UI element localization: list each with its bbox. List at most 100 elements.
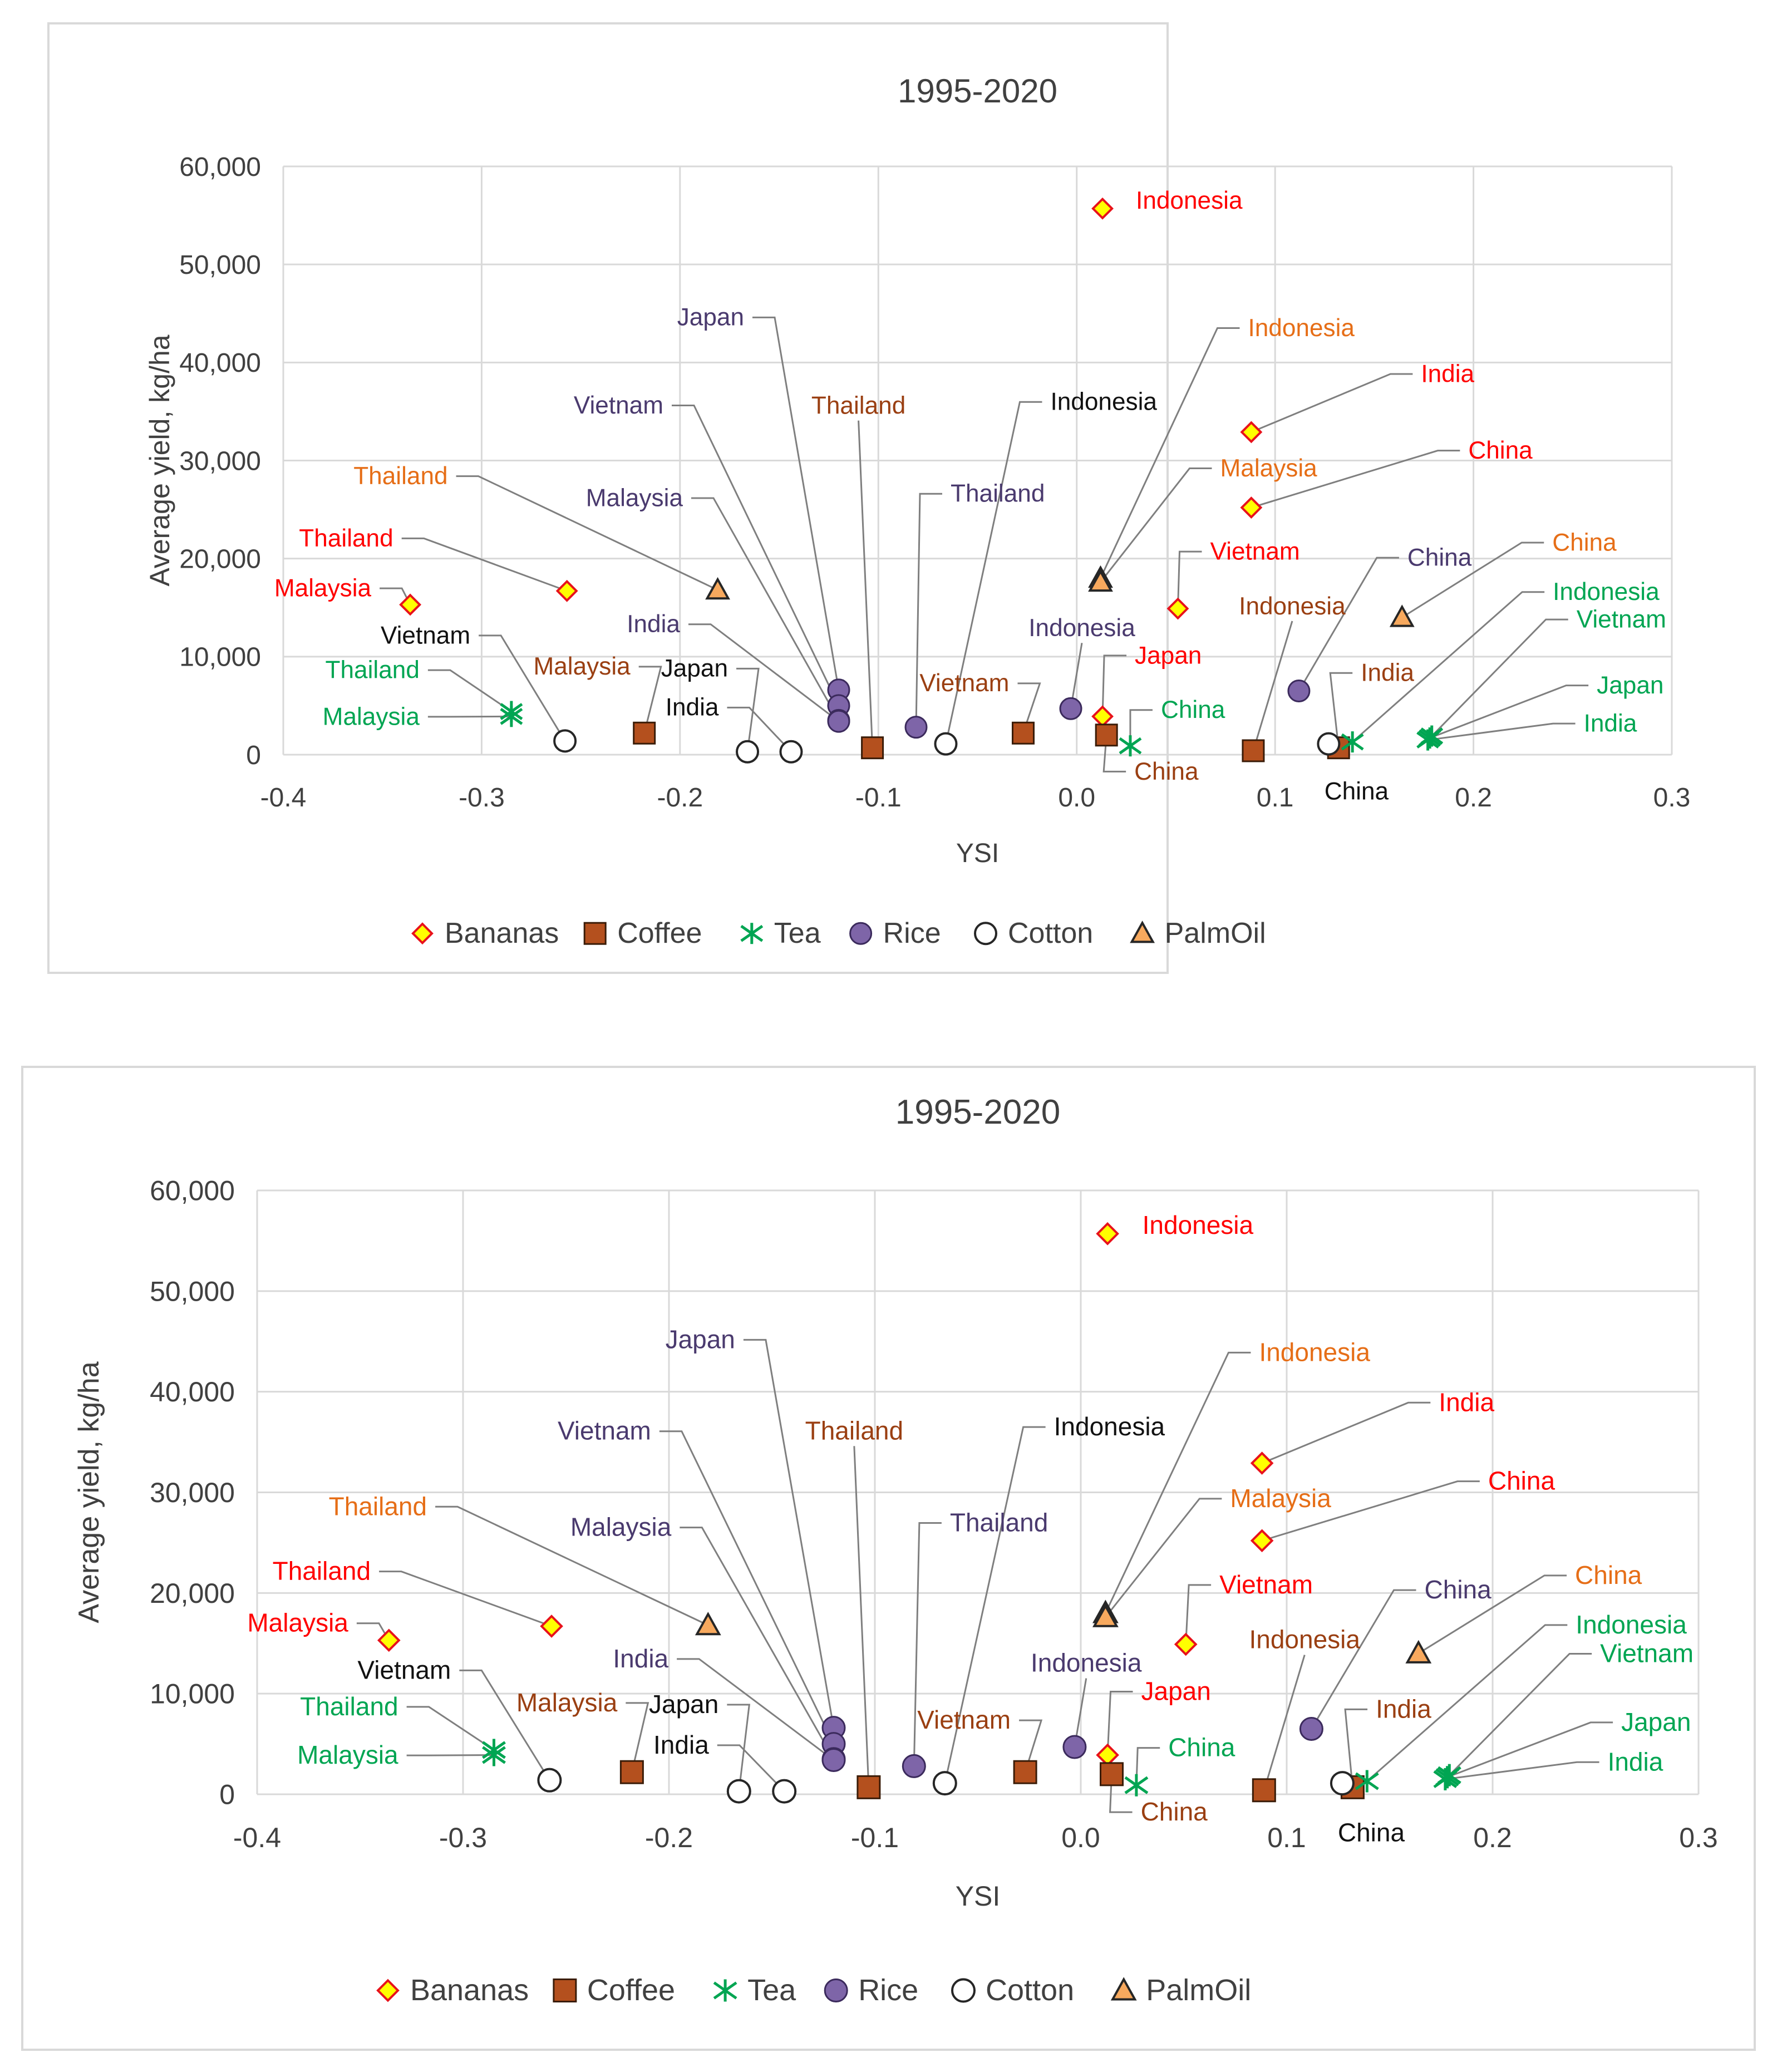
leader-line <box>1251 450 1460 509</box>
legend-label: PalmOil <box>1146 1973 1251 2007</box>
leader-line <box>853 1446 870 1788</box>
leader-line <box>913 1522 942 1766</box>
data-label: Indonesia <box>1249 1625 1360 1654</box>
data-label: Indonesia <box>1553 578 1660 606</box>
leader-line <box>1298 557 1399 692</box>
leader-lines <box>356 1338 1613 1813</box>
data-point-palmoil <box>1389 604 1415 627</box>
data-point-rice <box>827 710 850 733</box>
data-label: Vietnam <box>919 670 1009 697</box>
data-label: China <box>1168 1733 1235 1762</box>
legend-label: Tea <box>774 917 821 949</box>
data-point-cotton <box>537 1768 562 1793</box>
data-label: Japan <box>649 1690 718 1719</box>
data-point-bananas <box>399 593 422 616</box>
gridlines <box>256 1189 1700 1795</box>
data-label: India <box>627 611 680 638</box>
leader-line <box>1019 1719 1043 1773</box>
leader-line <box>1109 1774 1133 1813</box>
leader-line <box>672 405 840 706</box>
x-tick-label: -0.3 <box>439 1822 487 1853</box>
data-label: India <box>653 1730 709 1759</box>
leader-line <box>1445 1761 1599 1780</box>
chart-title: 1995-2020 <box>895 1093 1061 1131</box>
data-label: Thailand <box>805 1416 903 1445</box>
data-label: Indonesia <box>1143 1210 1254 1239</box>
legend-marker-rice <box>849 922 873 945</box>
data-point-coffee <box>1100 1762 1124 1786</box>
leader-line <box>1262 1401 1431 1464</box>
data-label: Indonesia <box>1239 593 1346 620</box>
leader-line <box>743 1338 835 1728</box>
data-label: Thailand <box>299 525 393 552</box>
data-point-rice <box>902 1754 926 1778</box>
data-point-tea <box>482 1744 506 1766</box>
data-label: Japan <box>1141 1677 1211 1706</box>
leader-line <box>1431 618 1568 737</box>
data-point-tea <box>500 706 523 727</box>
data-label: China <box>1141 1797 1208 1826</box>
data-label: Thailand <box>353 462 447 490</box>
data-point-bananas <box>377 1628 401 1652</box>
leader-line <box>459 1669 550 1781</box>
leader-line <box>1129 709 1153 746</box>
data-label: Malaysia <box>274 574 372 602</box>
data-label: Japan <box>1621 1707 1691 1736</box>
data-label: Malaysia <box>533 653 631 680</box>
data-label: Vietnam <box>1219 1570 1313 1599</box>
data-point-rice <box>1059 697 1082 720</box>
data-point-bananas <box>1096 1743 1119 1767</box>
data-point-rice <box>821 1748 846 1773</box>
data-label: Vietnam <box>917 1705 1011 1734</box>
leader-line <box>727 706 792 752</box>
leader-line <box>1106 1691 1133 1755</box>
x-axis-label: YSI <box>956 839 999 868</box>
legend-label: Bananas <box>410 1973 529 2007</box>
data-label: China <box>1407 544 1472 571</box>
data-label: Indonesia <box>1259 1337 1370 1366</box>
data-label: China <box>1134 758 1199 785</box>
x-tick-label: -0.2 <box>645 1822 693 1853</box>
leader-line <box>626 1702 649 1773</box>
x-tick-label: 0.1 <box>1267 1822 1306 1853</box>
leader-line <box>1449 1653 1592 1776</box>
data-point-bananas <box>1091 705 1114 728</box>
y-tick-label: 30,000 <box>179 446 261 476</box>
data-point-bananas <box>1240 421 1263 444</box>
data-point-tea <box>1433 1768 1458 1790</box>
data-label: Indonesia <box>1054 1412 1165 1441</box>
data-label: Vietnam <box>357 1655 451 1684</box>
leader-line <box>1100 327 1240 579</box>
leader-line <box>717 1744 785 1792</box>
x-tick-label: 0.0 <box>1061 1822 1100 1853</box>
legend-label: Tea <box>747 1973 796 2007</box>
leader-line <box>659 1430 835 1745</box>
legend-marker-rice <box>824 1979 848 2002</box>
leader-line <box>1102 735 1126 772</box>
data-label: Indonesia <box>1136 187 1243 214</box>
data-label: Malaysia <box>586 484 683 511</box>
data-point-rice <box>1299 1716 1323 1741</box>
data-label: Indonesia <box>1576 1610 1687 1639</box>
data-label: Vietnam <box>558 1416 651 1445</box>
x-tick-label: 0.2 <box>1455 783 1492 813</box>
data-point-cotton <box>736 740 760 764</box>
leader-line <box>1101 654 1127 717</box>
leader-line <box>1105 1351 1251 1614</box>
leader-line <box>915 493 943 727</box>
leader-line <box>1251 373 1413 433</box>
data-point-tea <box>1119 735 1142 757</box>
leader-line <box>638 666 662 734</box>
data-label: Japan <box>1135 642 1202 669</box>
data-label: Vietnam <box>381 622 470 649</box>
data-label: Thailand <box>326 656 420 683</box>
data-labels: Indonesia India China Vietnam Thailand Malays… <box>247 1210 1694 1847</box>
leader-line <box>1177 550 1202 609</box>
data-point-cotton <box>726 1779 751 1804</box>
leader-line <box>1105 1498 1222 1618</box>
leader-line <box>1366 1624 1568 1782</box>
legend-label: Rice <box>883 917 941 949</box>
leader-line <box>677 1658 834 1761</box>
data-point-cotton <box>1317 732 1341 756</box>
leader-line <box>401 537 568 592</box>
